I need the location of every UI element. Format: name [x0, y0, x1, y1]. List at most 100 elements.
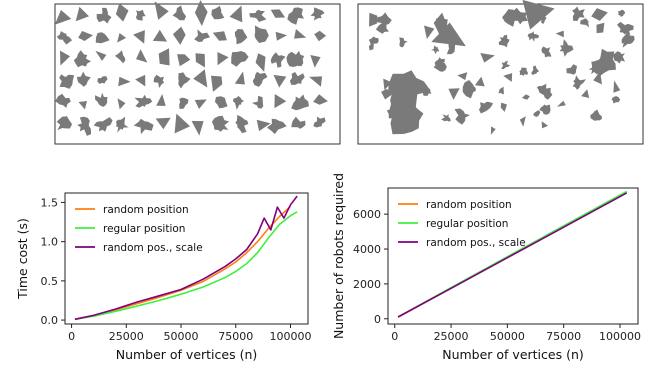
obstacle-polygon — [500, 102, 507, 112]
series-line-regular-position — [74, 211, 298, 321]
obstacle-polygon — [217, 52, 229, 66]
obstacle-polygon — [115, 3, 129, 22]
obstacle-polygon — [490, 126, 496, 135]
obstacle-polygon — [56, 116, 73, 131]
obstacle-polygon — [59, 74, 75, 89]
legend-label-random-position: random position — [103, 204, 189, 216]
y-tick-label: 0.0 — [41, 314, 59, 327]
x-tick-label: 100000 — [269, 330, 311, 343]
obstacle-polygon — [314, 30, 327, 42]
series-line-random-pos-scale — [74, 195, 298, 321]
obstacle-polygon — [539, 104, 551, 115]
obstacle-polygon — [97, 76, 108, 84]
obstacle-polygon — [480, 53, 495, 63]
legend-label-regular-position: regular position — [426, 218, 508, 230]
y-axis-label: Number of robots required — [331, 173, 346, 339]
obstacle-polygon — [194, 0, 208, 26]
obstacle-polygon — [267, 118, 287, 135]
obstacle-polygon — [114, 50, 126, 64]
obstacle-polygon — [93, 117, 113, 132]
obstacle-polygon — [521, 94, 530, 100]
obstacle-polygon — [234, 71, 245, 85]
obstacle-polygon — [234, 29, 248, 45]
obstacle-polygon — [194, 29, 210, 42]
obstacle-polygon — [557, 100, 566, 107]
obstacle-polygon — [502, 9, 522, 27]
obstacle-polygon — [441, 114, 451, 122]
obstacle-polygon — [233, 96, 244, 110]
y-tick-label: 1.0 — [41, 236, 59, 249]
series-line-random-position — [74, 205, 292, 321]
obstacle-polygon — [153, 74, 164, 88]
obstacle-polygon — [174, 113, 191, 134]
obstacle-polygon — [539, 86, 553, 100]
obstacle-polygon — [214, 96, 228, 109]
obstacle-polygon — [592, 48, 616, 77]
obstacle-polygon — [405, 74, 414, 85]
legend-label-random-position: random position — [426, 199, 512, 211]
obstacle-polygon — [618, 9, 626, 17]
axes-frame — [387, 187, 639, 325]
x-tick-label: 75000 — [218, 330, 253, 343]
obstacle-polygon — [498, 87, 504, 95]
obstacle-polygon — [179, 97, 189, 109]
obstacle-polygon — [541, 46, 552, 58]
obstacle-polygon — [195, 53, 205, 68]
obstacle-polygon — [383, 78, 392, 90]
obstacle-polygon — [591, 8, 608, 21]
obstacle-polygon — [255, 53, 266, 72]
obstacle-polygon — [154, 1, 169, 20]
obstacle-polygon — [211, 5, 225, 20]
obstacle-polygon — [251, 95, 264, 109]
obstacle-polygon — [60, 50, 71, 66]
obstacle-polygon — [572, 75, 586, 90]
obstacle-polygon — [436, 18, 448, 34]
obstacle-polygon — [75, 6, 89, 22]
obstacle-polygon — [76, 71, 91, 87]
obstacle-polygon — [310, 55, 321, 68]
obstacle-polygon — [313, 116, 326, 128]
obstacle-polygon — [289, 72, 305, 85]
obstacle-polygon — [294, 29, 307, 39]
obstacle-polygon — [431, 22, 466, 47]
obstacle-polygon — [309, 76, 323, 87]
obstacle-polygon — [368, 43, 374, 51]
obstacle-polygon — [78, 101, 87, 110]
obstacle-polygon — [522, 0, 555, 30]
obstacle-polygon — [249, 9, 267, 22]
obstacle-polygon — [375, 23, 389, 34]
obstacle-polygon — [541, 121, 549, 129]
x-tick-label: 50000 — [490, 330, 525, 343]
obstacle-polygon — [390, 100, 424, 135]
y-tick-label: 4000 — [353, 243, 381, 256]
legend: random position regular position random po… — [75, 204, 203, 254]
chart-time-cost: 0 25000 50000 75000 100000 0.0 0.5 1.0 1.5 Number… — [15, 192, 311, 362]
obstacle-polygon — [135, 9, 146, 21]
obstacle-polygon — [54, 10, 72, 25]
obstacle-polygon — [212, 31, 227, 41]
obstacle-polygon — [252, 71, 268, 87]
obstacle-polygon — [580, 18, 590, 28]
obstacle-polygon — [256, 119, 271, 132]
obstacle-polygon — [270, 9, 286, 18]
obstacle-polygon — [617, 21, 634, 36]
obstacle-polygon — [211, 75, 223, 92]
obstacle-polygon — [134, 94, 153, 108]
obstacle-polygon — [381, 88, 393, 100]
obstacle-polygon — [95, 92, 108, 107]
obstacle-polygon — [116, 116, 129, 133]
obstacle-polygon — [152, 29, 168, 42]
obstacle-polygon — [136, 49, 148, 63]
obstacle-polygon — [596, 22, 605, 34]
obstacle-polygon — [118, 76, 131, 87]
obstacle-polygon — [498, 35, 510, 48]
obstacle-polygon — [270, 52, 286, 68]
x-tick-label: 50000 — [164, 330, 199, 343]
obstacle-polygon — [369, 12, 378, 27]
series-line-random-pos-scale — [397, 192, 628, 318]
obstacle-polygon — [519, 116, 526, 127]
obstacle-polygon — [158, 48, 170, 66]
y-tick-label: 2000 — [353, 278, 381, 291]
obstacle-polygon — [503, 73, 513, 82]
obstacle-polygon — [133, 118, 154, 135]
